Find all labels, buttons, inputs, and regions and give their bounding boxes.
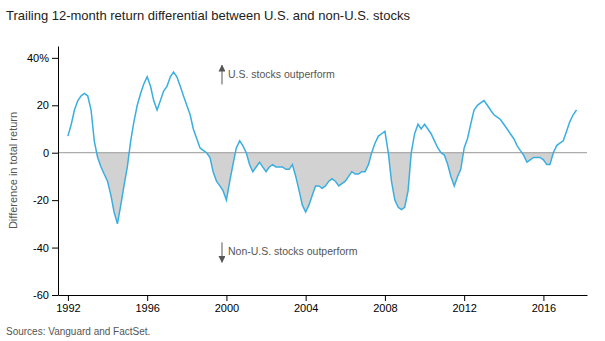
x-tick: 1996 — [135, 295, 159, 314]
x-tick-label: 2016 — [532, 302, 556, 314]
y-tick: -40 — [33, 242, 58, 254]
y-tick-mark — [52, 295, 58, 296]
y-tick: -60 — [33, 289, 58, 301]
x-tick-label: 2000 — [215, 302, 239, 314]
plot-area — [58, 72, 587, 224]
x-tick-mark — [226, 295, 227, 301]
x-tick-label: 2004 — [294, 302, 318, 314]
x-tick-mark — [306, 295, 307, 301]
x-tick: 2008 — [373, 295, 397, 314]
negative-area — [68, 153, 577, 224]
x-tick-mark — [68, 295, 69, 301]
y-tick-label: -20 — [33, 194, 49, 206]
x-tick-mark — [464, 295, 465, 301]
x-tick: 1992 — [56, 295, 80, 314]
title: Trailing 12-month return differential be… — [6, 8, 410, 23]
x-tick: 2000 — [215, 295, 239, 314]
y-tick: 20 — [37, 99, 58, 111]
x-tick-mark — [543, 295, 544, 301]
x-tick-mark — [385, 295, 386, 301]
annotations: U.S. stocks outperform Non-U.S. stocks ou… — [222, 65, 358, 262]
y-tick-label: 40% — [27, 52, 49, 64]
y-tick-mark — [52, 153, 58, 154]
x-tick: 2004 — [294, 295, 318, 314]
y-axis-line — [58, 47, 59, 296]
x-tick-label: 2008 — [373, 302, 397, 314]
y-tick: 0 — [43, 147, 58, 159]
x-tick: 2016 — [532, 295, 556, 314]
y-tick-mark — [52, 248, 58, 249]
y-tick-mark — [52, 58, 58, 59]
y-tick-mark — [52, 105, 58, 106]
y-tick-label: -60 — [33, 289, 49, 301]
annotation-arrow — [221, 242, 222, 262]
data-line — [68, 72, 577, 224]
y-tick: 40% — [27, 52, 58, 64]
y-tick-mark — [52, 200, 58, 201]
x-tick: 2012 — [452, 295, 476, 314]
x-axis-line — [59, 295, 588, 296]
y-axis-title: Difference in total return — [7, 112, 19, 229]
annotation-text: U.S. stocks outperform — [228, 68, 335, 80]
annotation-arrow — [221, 65, 222, 84]
chart: 1992 1996 2000 2004 2008 2012 2016 -60 -40 -20 0 20… — [0, 0, 605, 341]
x-tick-label: 2012 — [452, 302, 476, 314]
x-tick-mark — [147, 295, 148, 301]
x-tick-label: 1996 — [135, 302, 159, 314]
y-axis: -60 -40 -20 0 20 40% — [27, 47, 59, 302]
y-tick-label: -40 — [33, 242, 49, 254]
zero-line — [58, 152, 587, 153]
y-tick: -20 — [33, 194, 58, 206]
x-tick-label: 1992 — [56, 302, 80, 314]
annotation-text: Non-U.S. stocks outperform — [228, 245, 358, 257]
x-axis: 1992 1996 2000 2004 2008 2012 2016 — [56, 295, 587, 314]
y-tick-label: 20 — [37, 99, 49, 111]
source: Sources: Vanguard and FactSet. — [6, 326, 150, 337]
y-tick-label: 0 — [43, 147, 49, 159]
